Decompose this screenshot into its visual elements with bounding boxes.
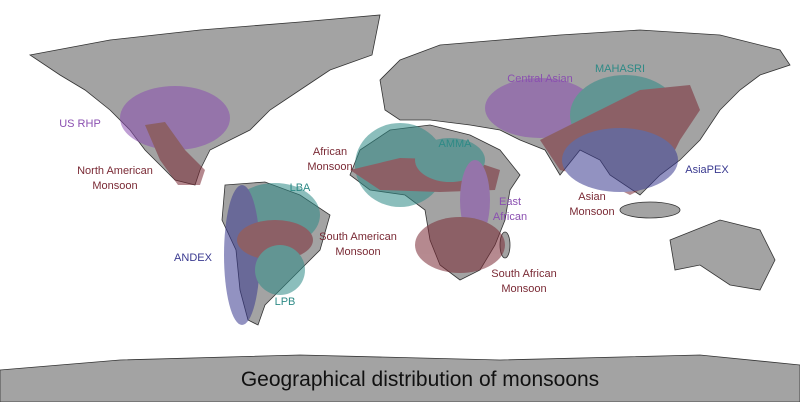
asiapex-region (562, 128, 678, 192)
region-label: South American (319, 231, 397, 243)
region-label: LBA (290, 182, 311, 194)
region-label: MAHASRI (595, 63, 645, 75)
region-label: AMMA (439, 138, 473, 150)
central-asian-region (485, 78, 595, 138)
north-american-region (145, 122, 205, 185)
region-label: Central Asian (507, 73, 572, 85)
region-labels: US RHP North American Monsoon African Monsoo… (59, 63, 729, 308)
region-label: Monsoon (92, 180, 137, 192)
region-label: Monsoon (307, 161, 352, 173)
region-label: African (493, 211, 527, 223)
us-rhp-region (120, 86, 230, 150)
region-label: South African (491, 268, 556, 280)
continents (0, 14, 800, 402)
caption: Geographical distribution of monsoons (241, 368, 599, 391)
lpb-region (255, 245, 305, 295)
region-label: Monsoon (501, 283, 546, 295)
region-label: Monsoon (335, 246, 380, 258)
region-label: Asian (578, 191, 606, 203)
region-label: US RHP (59, 118, 101, 130)
antarctica (0, 354, 800, 402)
region-label: AsiaPEX (685, 164, 729, 176)
south-african-region (415, 217, 505, 273)
region-label: Monsoon (569, 206, 614, 218)
region-label: African (313, 146, 347, 158)
region-label: LPB (275, 296, 296, 308)
andex-region (224, 185, 260, 325)
australia (669, 219, 776, 291)
region-label: East (499, 196, 521, 208)
indonesia (619, 201, 681, 219)
monsoon-regions (120, 75, 700, 325)
region-label: North American (77, 165, 153, 177)
region-label: ANDEX (174, 252, 213, 264)
